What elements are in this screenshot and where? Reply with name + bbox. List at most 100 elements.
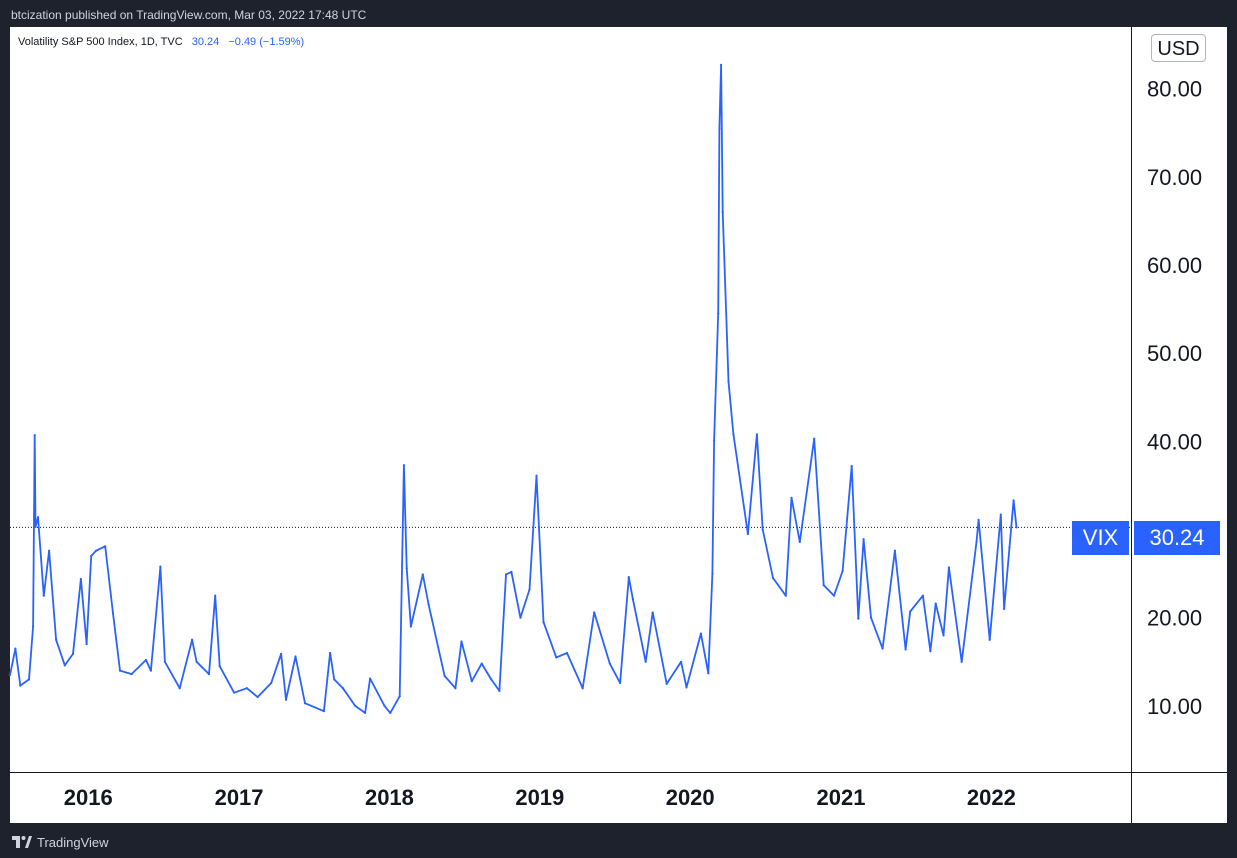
price-badge-value: 30.24 bbox=[1134, 521, 1220, 555]
series-point bbox=[71, 652, 75, 655]
series-point bbox=[761, 528, 764, 531]
series-point bbox=[988, 638, 991, 641]
series-point bbox=[869, 616, 873, 619]
series-point bbox=[555, 656, 558, 659]
series-point bbox=[218, 665, 221, 668]
series-point bbox=[90, 554, 93, 558]
series-point bbox=[383, 704, 386, 707]
series-point bbox=[665, 682, 668, 685]
series-layer bbox=[8, 63, 1131, 715]
series-point bbox=[680, 660, 683, 663]
series-point bbox=[389, 711, 392, 715]
price-badge-symbol: VIX bbox=[1072, 521, 1129, 555]
series-point bbox=[398, 695, 401, 698]
series-point bbox=[732, 433, 735, 436]
series-point bbox=[1008, 546, 1011, 549]
series-point bbox=[498, 689, 501, 692]
series-point bbox=[31, 625, 35, 628]
series-point bbox=[1003, 607, 1006, 610]
series-point bbox=[755, 433, 759, 436]
legend-symbol: Volatility S&P 500 Index, 1D, TVC bbox=[18, 36, 183, 48]
series-point bbox=[771, 576, 775, 580]
y-tick-label: 80.00 bbox=[1147, 77, 1202, 102]
series-point bbox=[19, 684, 22, 687]
series-point bbox=[55, 638, 58, 641]
series-point bbox=[790, 496, 793, 499]
series-point bbox=[421, 573, 424, 576]
series-point bbox=[405, 567, 408, 570]
series-point bbox=[95, 549, 98, 552]
y-tick-label: 50.00 bbox=[1147, 341, 1202, 366]
series-point bbox=[63, 664, 66, 667]
series-point bbox=[784, 594, 787, 597]
series-point bbox=[118, 669, 122, 672]
series-point bbox=[535, 474, 538, 477]
series-point bbox=[256, 695, 259, 699]
chart-panel[interactable] bbox=[10, 27, 1227, 823]
series-point bbox=[510, 570, 513, 573]
axes bbox=[10, 27, 1227, 823]
footer-brand: TradingView bbox=[37, 834, 109, 850]
series-point bbox=[270, 681, 273, 685]
series-point bbox=[909, 610, 912, 613]
series-point bbox=[504, 573, 508, 576]
series-point bbox=[79, 577, 82, 581]
x-tick-label: 2016 bbox=[64, 785, 113, 810]
series-point bbox=[619, 681, 622, 685]
legend-last-value: 30.24 bbox=[191, 36, 220, 48]
series-point bbox=[85, 643, 88, 646]
series-point bbox=[303, 702, 307, 705]
series-point bbox=[294, 655, 297, 658]
series-point bbox=[14, 647, 17, 650]
currency-button[interactable]: USD bbox=[1151, 34, 1206, 62]
series-point bbox=[427, 603, 430, 606]
series-point bbox=[149, 669, 152, 672]
x-tick-label: 2021 bbox=[816, 785, 865, 810]
series-point bbox=[519, 616, 522, 619]
series-point bbox=[832, 594, 836, 597]
series-point bbox=[480, 662, 483, 665]
series-point bbox=[322, 710, 326, 713]
series-point bbox=[130, 673, 133, 676]
series-point bbox=[528, 588, 531, 591]
series-point bbox=[245, 687, 248, 690]
series-point bbox=[42, 594, 45, 597]
series-point bbox=[34, 525, 37, 528]
series-point bbox=[934, 602, 937, 605]
series-point bbox=[608, 662, 611, 665]
series-point bbox=[644, 660, 647, 663]
series-point bbox=[542, 621, 545, 624]
x-tick-label: 2022 bbox=[967, 785, 1016, 810]
y-tick-label: 60.00 bbox=[1147, 253, 1202, 278]
series-point bbox=[460, 640, 463, 643]
series-point bbox=[712, 439, 716, 442]
series-point bbox=[862, 538, 865, 541]
y-tick-label: 40.00 bbox=[1147, 429, 1202, 454]
footer[interactable]: TradingView bbox=[12, 834, 109, 850]
series-point bbox=[470, 680, 473, 683]
series-point bbox=[48, 549, 51, 552]
y-tick-label: 10.00 bbox=[1147, 694, 1202, 719]
series-point bbox=[947, 566, 951, 569]
series-point bbox=[893, 549, 897, 552]
series-point bbox=[33, 434, 36, 437]
series-point bbox=[190, 638, 194, 641]
series-point bbox=[354, 704, 357, 707]
series-point bbox=[333, 678, 336, 681]
series-point bbox=[711, 572, 714, 575]
series-point bbox=[402, 464, 405, 467]
series-legend[interactable]: Volatility S&P 500 Index, 1D, TVC 30.24 … bbox=[18, 36, 304, 48]
series-point bbox=[881, 647, 884, 650]
series-point bbox=[163, 660, 167, 663]
series-point bbox=[1015, 526, 1018, 529]
x-axis[interactable]: 2016 2017 2018 2019 2020 2021 2022 bbox=[64, 785, 1016, 810]
series-point bbox=[699, 632, 702, 635]
series-point bbox=[929, 650, 932, 653]
x-tick-label: 2019 bbox=[515, 785, 564, 810]
series-point bbox=[8, 673, 12, 677]
series-point bbox=[341, 687, 344, 690]
x-tick-label: 2017 bbox=[215, 785, 264, 810]
series-point bbox=[443, 674, 446, 677]
